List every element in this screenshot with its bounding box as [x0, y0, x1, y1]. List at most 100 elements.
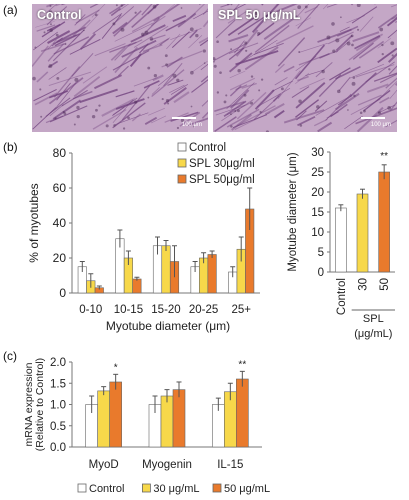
x-tick-label: MyoD [89, 459, 119, 471]
x-tick-label: 50 [379, 278, 391, 291]
nucleus-dot [55, 33, 59, 37]
nucleus-dot [216, 91, 220, 94]
nucleus-dot [164, 54, 168, 58]
myotube-fiber [339, 26, 350, 32]
nucleus-dot [259, 110, 262, 114]
legend-label: SPL 30μg/ml [189, 158, 255, 170]
myotube-fiber [304, 6, 318, 14]
myotube-fiber [220, 4, 232, 8]
myotube-fiber [264, 103, 285, 116]
y-tick-label: 0 [318, 267, 324, 279]
myotube-fiber [153, 4, 181, 22]
myotube-fiber [201, 99, 208, 107]
bar [172, 389, 186, 448]
nucleus-dot [115, 4, 118, 7]
micrograph-spl50-label: SPL 50 μg/mL [218, 8, 301, 22]
nucleus-dot [94, 13, 98, 17]
nucleus-dot [180, 7, 183, 9]
nucleus-dot [48, 10, 53, 14]
myotube-fiber [165, 19, 186, 32]
legend-label: 50 μg/mL [224, 483, 270, 495]
myotube-fiber [40, 42, 67, 52]
nucleus-dot [48, 64, 53, 68]
myotube-fiber [230, 89, 250, 109]
y-tick-label: 1.0 [50, 400, 66, 412]
nucleus-dot [316, 105, 320, 109]
myotube-fiber [101, 14, 122, 39]
myotube-fiber [387, 29, 397, 39]
myotube-fiber [200, 63, 208, 71]
nucleus-dot [144, 30, 149, 35]
nucleus-dot [230, 113, 232, 116]
nucleus-dot [122, 127, 126, 130]
nucleus-dot [225, 94, 228, 97]
legend-swatch [177, 174, 187, 184]
y-tick-label: 25 [311, 167, 324, 179]
nucleus-dot [237, 109, 240, 113]
myotube-fiber [56, 82, 71, 101]
myotube-fiber [133, 25, 169, 48]
myotube-fiber [142, 44, 163, 53]
nucleus-dot [98, 104, 101, 107]
significance-marker: ** [238, 359, 246, 370]
myotube-fiber [47, 30, 71, 44]
myotube-fiber [56, 26, 86, 43]
myotube-fiber [36, 24, 56, 32]
x-tick-label: 25+ [231, 304, 251, 316]
myotube-fiber [110, 46, 126, 61]
myotube-fiber [109, 4, 127, 15]
myotube-fiber [314, 100, 328, 112]
nucleus-dot [332, 49, 336, 53]
nucleus-dot [297, 5, 302, 10]
myotube-fiber [198, 37, 208, 44]
nucleus-dot [63, 112, 67, 115]
nucleus-dot [230, 4, 233, 6]
myotube-fiber [229, 85, 242, 97]
myotube-fiber [377, 37, 391, 49]
micrograph-control-label: Control [37, 8, 82, 22]
myotube-fiber [376, 81, 397, 102]
myotube-fiber [274, 63, 285, 74]
nucleus-dot [353, 94, 356, 98]
myotube-fiber [295, 72, 310, 84]
myotube-fiber [254, 24, 290, 53]
myotube-fiber [36, 71, 49, 83]
bar [356, 193, 369, 273]
myotube-fiber [365, 61, 395, 83]
myotube-fiber [179, 111, 201, 127]
nucleus-dot [216, 40, 219, 44]
myotube-fiber [276, 4, 298, 13]
nucleus-dot [76, 105, 80, 110]
myotube-fiber [215, 104, 246, 116]
nucleus-dot [83, 29, 85, 32]
nucleus-dot [387, 106, 392, 110]
myotube-fiber [385, 77, 397, 89]
myotube-fiber [33, 31, 58, 51]
nucleus-dot [223, 100, 227, 104]
chart-b-right: 0 5 10 15 20 25 30 Myotube diameter (μm) Control… [287, 147, 395, 340]
myotube-fiber [226, 82, 255, 110]
myotube-fiber [109, 41, 137, 53]
myotube-fiber [327, 31, 354, 45]
myotube-fiber [75, 9, 100, 24]
x-tick-label: IL-15 [217, 459, 243, 471]
y-tick-label: 0 [59, 286, 66, 300]
myotube-fiber [335, 34, 353, 52]
myotube-fiber [46, 6, 68, 26]
nucleus-dot [352, 76, 356, 79]
chart-c: 0.0 0.5 1.0 1.5 2.0 mRNA expression (Relative … [23, 357, 270, 495]
myotube-fiber [299, 77, 325, 90]
myotube-fiber [228, 47, 245, 61]
myotube-fiber [319, 52, 330, 59]
myotube-fiber [297, 4, 310, 17]
y-tick-label: 30 [311, 147, 324, 159]
scale-bar-label: 100 μm [370, 122, 391, 128]
nucleus-dot [54, 117, 57, 120]
nucleus-dot [172, 73, 177, 78]
nucleus-dot [49, 28, 53, 33]
myotube-fiber [71, 52, 94, 77]
myotube-fiber [201, 111, 208, 119]
myotube-fiber [161, 50, 203, 68]
myotube-fiber [92, 13, 123, 35]
nucleus-dot [180, 118, 185, 123]
